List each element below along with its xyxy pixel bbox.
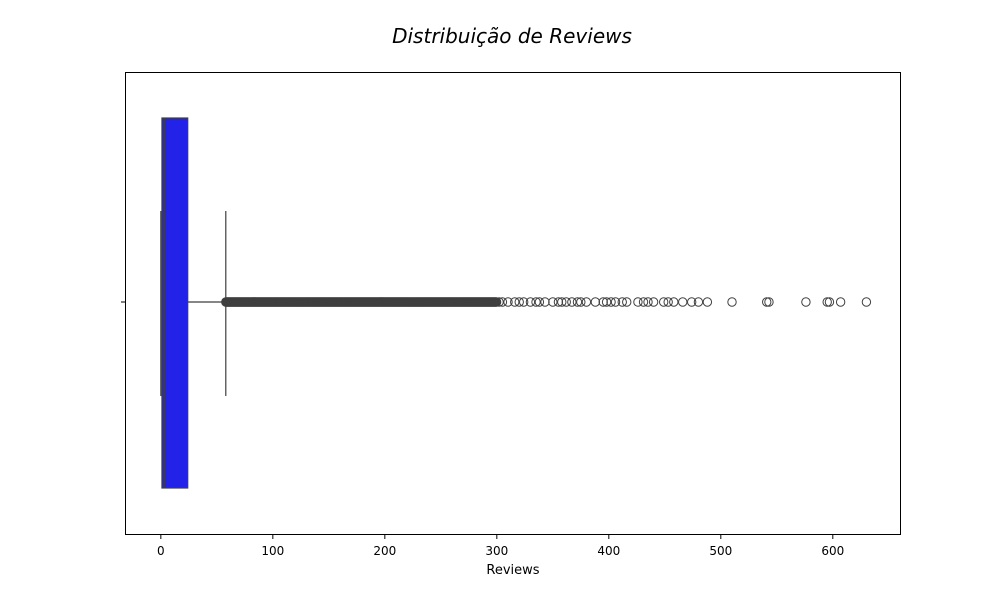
x-axis: 0 100 200 300 400 500 600 bbox=[157, 535, 844, 558]
x-tick-label: 300 bbox=[485, 544, 508, 558]
outlier-point bbox=[540, 297, 550, 307]
outlier-point bbox=[525, 297, 536, 307]
outlier-point bbox=[633, 297, 643, 307]
outlier-point bbox=[557, 297, 567, 307]
outlier-point bbox=[643, 297, 653, 307]
outlier-point bbox=[514, 297, 524, 307]
outlier-point bbox=[598, 297, 608, 307]
chart-title: Distribuição de Reviews bbox=[392, 24, 632, 48]
outlier-point bbox=[702, 297, 713, 307]
plot-area bbox=[160, 117, 872, 489]
outlier-point bbox=[548, 297, 558, 307]
outlier-point bbox=[572, 297, 583, 307]
outlier-point bbox=[824, 297, 835, 307]
outlier-point bbox=[503, 297, 513, 307]
outlier-point bbox=[518, 297, 529, 307]
iqr-box bbox=[161, 117, 189, 489]
outlier-point bbox=[686, 297, 697, 307]
outlier-point bbox=[610, 297, 621, 307]
x-tick-label: 0 bbox=[157, 544, 165, 558]
outlier-point bbox=[638, 297, 649, 307]
outlier-point bbox=[567, 297, 577, 307]
x-tick-label: 500 bbox=[709, 544, 732, 558]
outlier-point bbox=[534, 297, 545, 307]
outlier-point bbox=[822, 297, 832, 307]
outlier-point bbox=[510, 297, 520, 307]
outlier-point bbox=[491, 297, 502, 307]
x-tick-label: 100 bbox=[261, 544, 284, 558]
plot-frame bbox=[125, 72, 901, 535]
outlier-point bbox=[693, 297, 704, 307]
outlier-point bbox=[617, 297, 627, 307]
outlier-point bbox=[669, 297, 679, 307]
x-tick-label: 400 bbox=[597, 544, 620, 558]
outlier-point bbox=[576, 297, 586, 307]
outlier-point bbox=[494, 297, 504, 307]
outlier-point bbox=[590, 297, 601, 307]
x-tick-label: 600 bbox=[821, 544, 844, 558]
outlier-point bbox=[663, 297, 673, 307]
outlier-point bbox=[622, 297, 632, 307]
outlier-point bbox=[727, 297, 737, 307]
outlier-point bbox=[762, 297, 772, 307]
outlier-points bbox=[221, 297, 872, 307]
outlier-point bbox=[648, 297, 659, 307]
outlier-point bbox=[835, 297, 846, 307]
outlier-point bbox=[561, 297, 571, 307]
outlier-point bbox=[531, 297, 541, 307]
outlier-point bbox=[678, 297, 688, 307]
outlier-point bbox=[581, 297, 592, 307]
outlier-point bbox=[601, 297, 612, 307]
outlier-point bbox=[861, 297, 872, 307]
outlier-point bbox=[553, 297, 564, 307]
x-tick-label: 200 bbox=[373, 544, 396, 558]
x-axis-label: Reviews bbox=[486, 563, 539, 578]
outlier-point bbox=[497, 297, 508, 307]
outlier-point bbox=[658, 297, 669, 307]
outlier-point bbox=[606, 297, 616, 307]
outlier-point bbox=[801, 297, 811, 307]
outlier-point bbox=[764, 297, 774, 307]
